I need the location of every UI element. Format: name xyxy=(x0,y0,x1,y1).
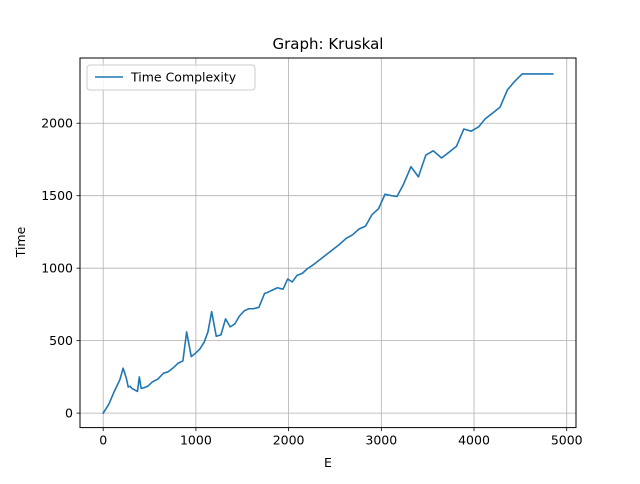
legend-box xyxy=(86,64,256,91)
y-tick-label: 500 xyxy=(49,333,73,348)
plot-frame xyxy=(79,57,577,429)
grid xyxy=(80,58,576,428)
x-tick-label: 1000 xyxy=(180,433,212,448)
legend: Time Complexity xyxy=(86,64,256,91)
y-tick-label: 0 xyxy=(65,406,73,421)
legend-label: Time Complexity xyxy=(130,70,237,85)
y-axis-label: Time xyxy=(13,226,28,258)
chart-title: Graph: Kruskal xyxy=(273,35,384,53)
y-tick-label: 1000 xyxy=(41,261,73,276)
x-tick-label: 3000 xyxy=(365,433,397,448)
x-tick-label: 2000 xyxy=(273,433,305,448)
series-layer xyxy=(102,73,554,415)
x-tick-label: 0 xyxy=(99,433,107,448)
series-line-time-complexity xyxy=(102,73,554,415)
ticks: 0 1000 2000 3000 4000 5000 0 500 1000 1500 2000 xyxy=(41,116,582,448)
x-axis-label: E xyxy=(324,455,332,470)
y-tick-label: 2000 xyxy=(41,116,73,131)
x-tick-label: 5000 xyxy=(551,433,583,448)
x-tick-label: 4000 xyxy=(458,433,490,448)
y-tick-label: 1500 xyxy=(41,188,73,203)
